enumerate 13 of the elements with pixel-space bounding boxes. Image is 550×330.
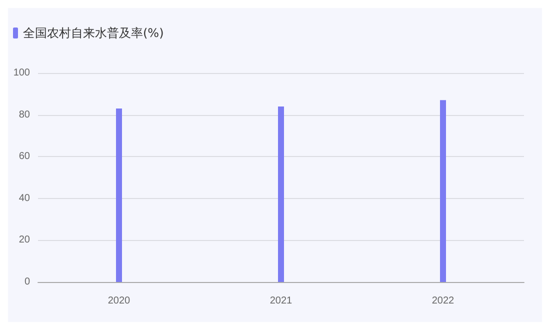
y-tick-label: 20	[18, 234, 30, 246]
x-tick-label: 2022	[432, 296, 455, 306]
bar	[440, 100, 446, 282]
x-tick-label: 2021	[270, 296, 293, 306]
y-tick-label: 100	[13, 68, 30, 78]
y-tick-label: 0	[24, 276, 30, 288]
y-tick-label: 40	[18, 192, 30, 204]
y-tick-label: 60	[18, 151, 30, 162]
bar	[116, 108, 122, 282]
y-tick-label: 80	[18, 109, 30, 120]
x-tick-label: 2020	[108, 296, 131, 306]
legend-label: 全国农村自来水普及率(%)	[23, 26, 164, 40]
bar	[278, 106, 284, 282]
